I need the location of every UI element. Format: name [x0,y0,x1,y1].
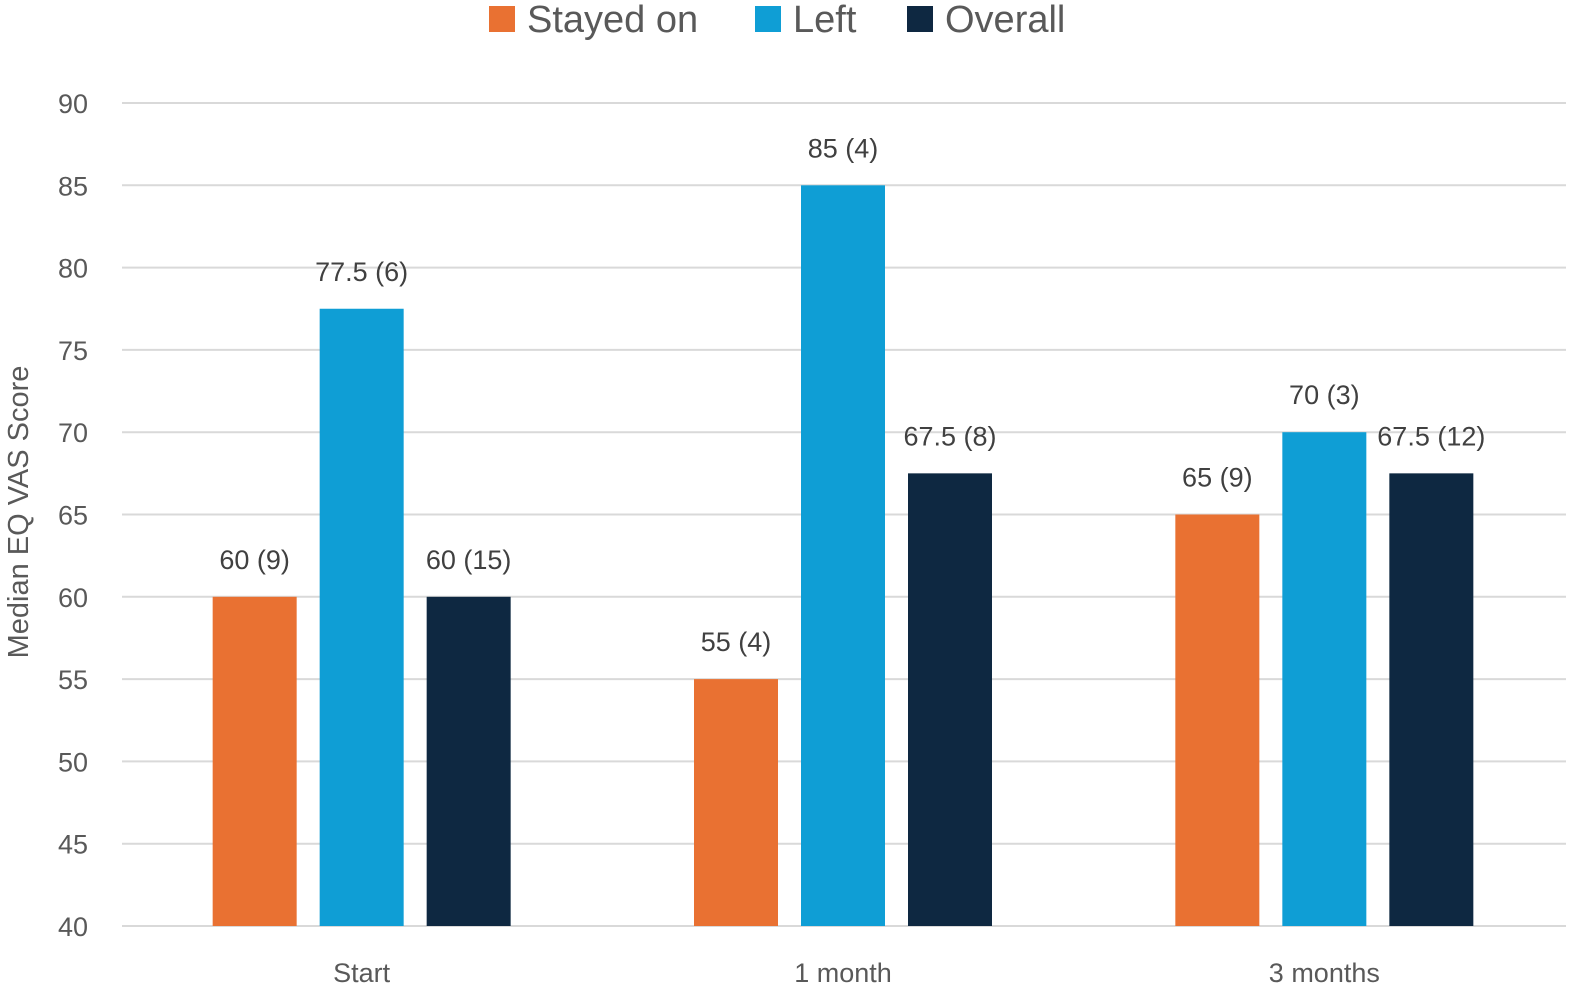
data-label: 60 (15) [426,545,512,575]
bars [212,185,1474,927]
bar-left-1-month [801,185,885,927]
data-label: 67.5 (12) [1377,421,1485,451]
legend-swatch-stayed-on [489,6,515,32]
y-tick-label: 65 [58,501,88,531]
x-axis-categories: Start 1 month 3 months [333,958,1380,988]
x-category-label: 3 months [1269,958,1380,988]
y-tick-label: 60 [58,583,88,613]
y-tick-label: 50 [58,747,88,777]
bar-left-start [319,308,404,926]
bar-overall-3-months [1389,473,1474,926]
bar-left-3-months [1282,432,1367,926]
y-tick-label: 55 [58,665,88,695]
legend: Stayed on Left Overall [489,0,1065,41]
y-tick-label: 75 [58,336,88,366]
bar-stayed-on-3-months [1175,514,1260,926]
data-label: 77.5 (6) [315,257,408,287]
data-label: 55 (4) [701,627,772,657]
y-tick-label: 90 [58,89,88,119]
y-tick-label: 45 [58,830,88,860]
bar-stayed-on-1-month [694,679,778,926]
bar-overall-1-month [908,473,992,926]
data-label: 67.5 (8) [903,421,996,451]
y-axis-ticks: 40 45 50 55 60 65 70 75 80 85 90 [58,89,88,942]
data-label: 65 (9) [1182,463,1253,493]
data-label: 85 (4) [808,133,879,163]
y-tick-label: 85 [58,171,88,201]
x-category-label: 1 month [794,958,892,988]
y-tick-label: 40 [58,912,88,942]
legend-label: Stayed on [527,0,698,41]
data-label: 70 (3) [1289,380,1360,410]
legend-swatch-left [755,6,781,32]
y-tick-label: 70 [58,418,88,448]
data-label: 60 (9) [219,545,290,575]
legend-label: Left [793,0,857,41]
bar-overall-start [426,596,511,926]
bar-stayed-on-start [212,596,297,926]
y-axis-title: Median EQ VAS Score [3,366,35,659]
x-category-label: Start [333,958,391,988]
data-labels: 60 (9) 77.5 (6) 60 (15) 55 (4) 85 (4) 67.5 (8… [219,133,1485,657]
y-tick-label: 80 [58,254,88,284]
legend-swatch-overall [907,6,933,32]
legend-label: Overall [945,0,1065,41]
